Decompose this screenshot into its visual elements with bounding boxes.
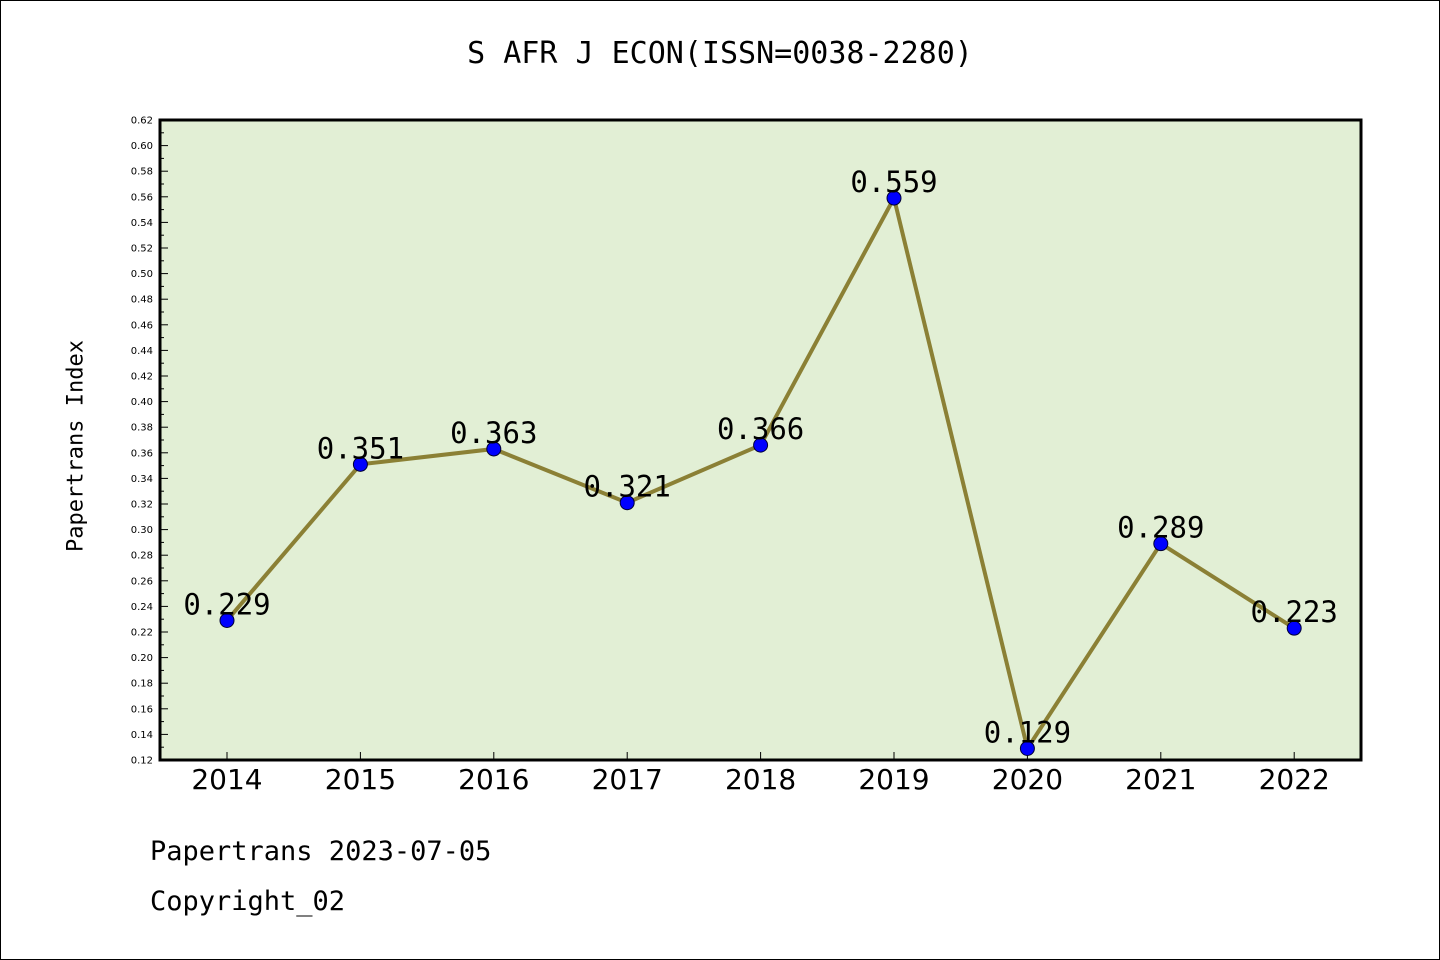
x-tick-label: 2021 <box>1125 763 1196 796</box>
y-tick-label: 0.58 <box>131 167 153 178</box>
data-label: 0.229 <box>183 587 270 621</box>
y-tick-label: 0.30 <box>131 525 153 536</box>
data-point <box>1153 536 1169 552</box>
x-tick-label: 2020 <box>992 763 1063 796</box>
y-tick-label: 0.62 <box>131 116 153 127</box>
y-tick-label: 0.56 <box>131 192 153 203</box>
x-tick-label: 2019 <box>858 763 929 796</box>
data-label: 0.366 <box>717 412 804 446</box>
y-tick-label: 0.40 <box>131 397 153 408</box>
data-label: 0.559 <box>850 165 937 199</box>
y-tick-label: 0.32 <box>131 500 153 511</box>
y-tick-label: 0.46 <box>131 320 153 331</box>
y-tick-label: 0.34 <box>131 474 153 485</box>
y-tick-label: 0.26 <box>131 576 153 587</box>
x-tick-label: 2022 <box>1259 763 1330 796</box>
y-tick-label: 0.28 <box>131 551 153 562</box>
y-tick-label: 0.14 <box>131 730 153 741</box>
y-tick-label: 0.36 <box>131 448 153 459</box>
x-tick-label: 2014 <box>191 763 262 796</box>
data-label: 0.129 <box>984 715 1071 749</box>
data-label: 0.363 <box>450 416 537 450</box>
data-label: 0.321 <box>584 470 671 504</box>
y-tick-label: 0.12 <box>131 756 153 767</box>
data-point <box>486 441 502 457</box>
x-tick-label: 2018 <box>725 763 796 796</box>
y-tick-label: 0.22 <box>131 628 153 639</box>
y-tick-label: 0.60 <box>131 141 153 152</box>
y-tick-label: 0.44 <box>131 346 153 357</box>
data-point <box>753 437 769 453</box>
data-label: 0.223 <box>1251 595 1338 629</box>
y-tick-label: 0.48 <box>131 295 153 306</box>
footer-date: Papertrans 2023-07-05 <box>150 836 492 867</box>
data-point <box>619 495 635 511</box>
x-tick-label: 2017 <box>592 763 663 796</box>
y-tick-label: 0.38 <box>131 423 153 434</box>
x-tick-label: 2015 <box>325 763 396 796</box>
data-labels: 0.229 0.351 0.363 0.321 0.366 0.559 0.129 0.289… <box>183 165 1338 749</box>
data-point <box>1286 620 1302 636</box>
y-tick-label: 0.42 <box>131 372 153 383</box>
data-point <box>886 190 902 206</box>
y-tick-label: 0.54 <box>131 218 153 229</box>
y-tick-label: 0.50 <box>131 269 153 280</box>
x-axis: 2014 2015 2016 2017 2018 2019 2020 2021 2022 <box>191 752 1330 796</box>
data-point <box>219 612 235 628</box>
y-tick-label: 0.24 <box>131 602 153 613</box>
y-tick-label: 0.20 <box>131 653 153 664</box>
data-label: 0.351 <box>317 431 404 465</box>
x-tick-label: 2016 <box>458 763 529 796</box>
chart-title: S AFR J ECON(ISSN=0038-2280) <box>467 36 973 71</box>
y-tick-label: 0.16 <box>131 704 153 715</box>
y-tick-label: 0.18 <box>131 679 153 690</box>
data-point <box>352 456 368 472</box>
data-point <box>1019 740 1035 756</box>
y-axis: 0.12 0.14 0.16 0.18 0.20 0.22 0.24 0.26 0.28 0.30… <box>131 116 168 767</box>
footer-copyright: Copyright_02 <box>150 886 346 917</box>
y-tick-label: 0.52 <box>131 244 153 255</box>
data-markers <box>219 190 1302 756</box>
data-label: 0.289 <box>1117 511 1204 545</box>
